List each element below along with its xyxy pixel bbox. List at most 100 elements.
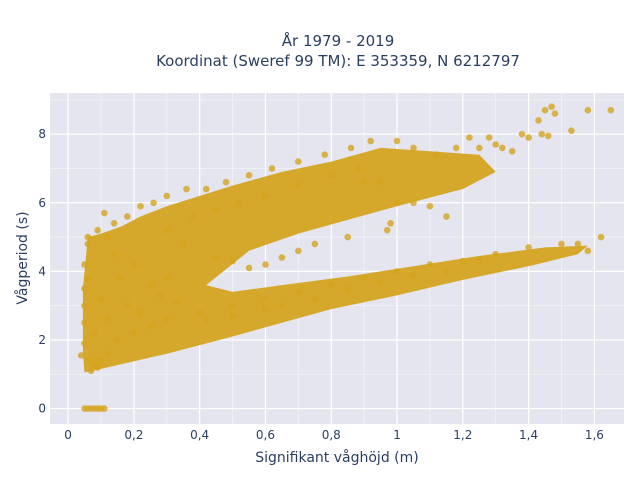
data-point [137, 202, 144, 210]
data-point [110, 220, 118, 227]
data-point [393, 268, 401, 275]
data-point [574, 240, 582, 248]
data-point [485, 134, 493, 141]
data-point [97, 295, 105, 303]
data-point [222, 178, 230, 186]
x-tick-label: 1,6 [585, 428, 604, 442]
data-point [466, 134, 473, 141]
data-point [212, 254, 220, 261]
data-point [278, 254, 286, 261]
data-point [94, 226, 101, 234]
y-tick-label: 2 [38, 333, 46, 347]
data-point [229, 312, 236, 320]
data-point [101, 405, 108, 412]
data-point [81, 340, 88, 347]
data-point [196, 309, 203, 316]
data-point [383, 226, 391, 234]
data-point [426, 261, 434, 268]
data-point [525, 244, 532, 251]
data-point [156, 292, 164, 299]
data-point [568, 127, 575, 134]
data-point [147, 322, 154, 330]
data-point [426, 202, 434, 210]
data-point [245, 264, 253, 272]
tick-labels: 0 0,2 0,4 0,6 0,8 1 1,2 1,4 1,6 0 2 4 6 8 [38, 127, 604, 442]
data-point [229, 302, 236, 310]
data-point [311, 295, 319, 303]
data-point [459, 257, 467, 265]
data-point [584, 106, 592, 114]
data-point [278, 302, 286, 310]
data-point [189, 213, 197, 220]
data-point [101, 209, 108, 217]
data-point [202, 316, 210, 323]
data-point [84, 233, 92, 241]
data-point [360, 274, 368, 282]
grid-lines [50, 93, 624, 424]
data-point [492, 250, 500, 258]
data-point [443, 268, 450, 275]
data-point [163, 274, 171, 282]
data-point [548, 103, 555, 110]
data-point [81, 302, 88, 310]
data-point [410, 271, 417, 279]
data-point [183, 185, 190, 193]
x-tick-label: 1,2 [453, 428, 472, 442]
data-point [367, 137, 375, 145]
data-point [360, 178, 368, 186]
data-point [130, 329, 138, 337]
data-point [94, 364, 101, 371]
x-tick-label: 1,4 [519, 428, 538, 442]
data-point [104, 316, 111, 323]
data-point [81, 261, 88, 268]
data-point [117, 274, 124, 282]
data-point [492, 141, 500, 148]
dense-point-cluster [82, 147, 588, 373]
y-tick-label: 0 [38, 402, 46, 416]
data-point [179, 240, 187, 248]
data-point [393, 199, 401, 207]
data-point [443, 213, 450, 220]
data-point [84, 240, 92, 248]
data-point [499, 144, 506, 152]
data-point [130, 261, 138, 268]
data-point [551, 110, 559, 117]
x-tick-label: 0,8 [322, 428, 341, 442]
data-point [262, 261, 269, 268]
data-point [295, 288, 302, 296]
data-point [558, 240, 565, 248]
data-point [262, 305, 269, 313]
data-point [377, 178, 384, 186]
data-point [114, 336, 121, 344]
data-point [262, 192, 269, 200]
y-tick-label: 4 [38, 264, 46, 278]
data-point [84, 357, 92, 364]
data-point [97, 357, 105, 364]
data-point [525, 134, 532, 141]
data-point [81, 319, 88, 327]
data-point [104, 350, 111, 358]
data-point [433, 151, 440, 158]
x-axis-label: Signifikant våghöjd (m) [255, 449, 418, 466]
data-points [77, 103, 615, 412]
x-tick-label: 1 [393, 428, 401, 442]
data-point [110, 250, 118, 258]
data-point [212, 206, 220, 213]
data-point [163, 316, 171, 323]
data-point [229, 257, 236, 265]
data-point [545, 132, 552, 140]
y-tick-label: 8 [38, 127, 46, 141]
data-point [124, 302, 131, 310]
data-point [508, 148, 516, 155]
data-point [295, 182, 302, 189]
data-point [597, 233, 605, 241]
data-point [327, 281, 335, 289]
data-point [87, 367, 95, 375]
data-point [173, 298, 180, 306]
data-point [538, 130, 546, 138]
data-point [137, 309, 144, 316]
data-point [321, 151, 329, 158]
data-point [245, 172, 253, 179]
data-point [124, 213, 131, 220]
